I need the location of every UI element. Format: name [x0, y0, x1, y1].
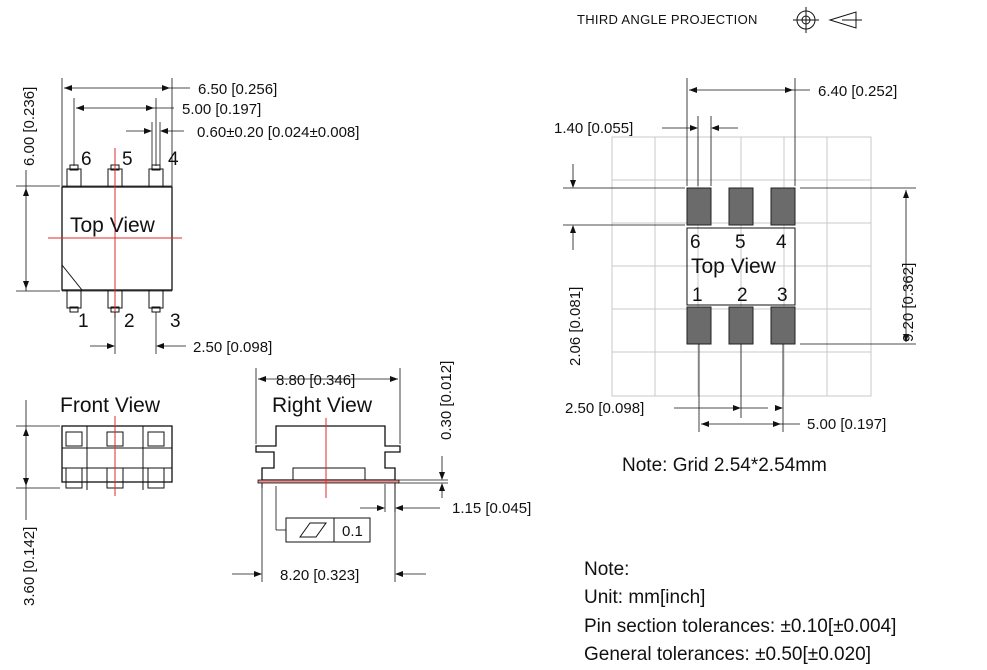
footprint-pin-1: 1: [692, 285, 703, 306]
flatness-callout: 0.1: [275, 486, 371, 543]
notes-unit: Unit: mm[inch]: [584, 587, 705, 608]
footprint-pin-5: 5: [735, 232, 746, 253]
dim-pitch: 2.50 [0.098]: [90, 312, 272, 356]
top-view-pin-2: 2: [124, 311, 135, 332]
dim-pitch-label: 2.50 [0.098]: [193, 339, 272, 356]
right-view-title: Right View: [272, 394, 373, 417]
dim-footprint-width: 6.40 [0.252]: [686, 78, 897, 186]
dim-footprint-pad-length-label: 2.06 [0.081]: [567, 287, 584, 366]
dim-pin-span-label: 5.00 [0.197]: [182, 101, 261, 118]
footprint-pin-3: 3: [777, 285, 788, 306]
dim-standoff-label: 0.30 [0.012]: [438, 361, 455, 440]
dim-lead-label: 1.15 [0.045]: [452, 500, 531, 517]
footprint-grid-note: Note: Grid 2.54*2.54mm: [622, 455, 827, 476]
top-view: Top View 6 5 4 1 2 3 6.50 [0.256] 5.00 […: [16, 78, 359, 356]
dim-pin-span: 5.00 [0.197]: [73, 98, 261, 166]
footprint: 6 5 4 Top View 1 2 3 6.40 [0.252] 1.40 […: [554, 78, 917, 476]
right-view: Right View 8.80 [0.346] 0.30 [0.012]: [232, 361, 531, 584]
front-view-title: Front View: [60, 394, 161, 417]
front-view: Front View 3.60 [0.142]: [16, 394, 173, 606]
top-view-pin-1: 1: [78, 311, 89, 332]
dim-footprint-pitch-label: 2.50 [0.098]: [565, 400, 644, 417]
dim-standoff: 0.30 [0.012]: [398, 361, 455, 498]
dim-front-height-label: 3.60 [0.142]: [21, 527, 38, 606]
footprint-pads-bottom: [686, 306, 796, 345]
dim-footprint-pad-width: 1.40 [0.055]: [554, 116, 738, 186]
third-angle-projection-icon: [793, 7, 862, 33]
dim-footprint-span-label: 5.00 [0.197]: [807, 416, 886, 433]
dim-pin-width-label: 0.60±0.20 [0.024±0.008]: [197, 124, 359, 141]
dim-footprint-pitch: 2.50 [0.098]: [565, 344, 784, 418]
dim-footprint-width-label: 6.40 [0.252]: [818, 83, 897, 100]
dim-right-top-width-label: 8.80 [0.346]: [276, 372, 355, 389]
dim-footprint-height: 9.20 [0.362]: [800, 187, 917, 345]
notes-heading: Note:: [584, 559, 629, 580]
footprint-title: Top View: [691, 255, 777, 278]
dim-body-height-label: 6.00 [0.236]: [21, 87, 38, 166]
flatness-value: 0.1: [342, 523, 363, 540]
dim-right-top-width: 8.80 [0.346]: [255, 368, 401, 444]
dim-front-height: 3.60 [0.142]: [16, 400, 60, 606]
top-view-pin-5: 5: [122, 149, 133, 170]
footprint-pin-4: 4: [776, 232, 787, 253]
pin1-chamfer: [61, 264, 83, 291]
footprint-pads-top: [686, 187, 796, 226]
dim-footprint-pad-length: 2.06 [0.081]: [563, 164, 685, 366]
dim-footprint-pad-width-label: 1.40 [0.055]: [554, 120, 633, 137]
footprint-pin-2: 2: [737, 285, 748, 306]
dim-right-bottom-width: 8.20 [0.323]: [232, 488, 426, 584]
top-view-pin-3: 3: [170, 311, 181, 332]
notes-general-tolerance: General tolerances: ±0.50[±0.020]: [584, 644, 871, 665]
notes: Note: Unit: mm[inch] Pin section toleran…: [584, 559, 896, 665]
dim-overall-width-label: 6.50 [0.256]: [198, 81, 277, 98]
projection-label: THIRD ANGLE PROJECTION: [577, 12, 758, 27]
dim-body-height: 6.00 [0.236]: [16, 87, 60, 292]
flatness-icon: [299, 522, 327, 538]
dim-pin-width: 0.60±0.20 [0.024±0.008]: [126, 122, 359, 166]
dim-footprint-span: 5.00 [0.197]: [698, 344, 886, 433]
footprint-outline: [686, 227, 796, 306]
dim-right-bottom-width-label: 8.20 [0.323]: [280, 567, 359, 584]
right-view-body: [255, 425, 401, 481]
dim-lead: 1.15 [0.045]: [360, 484, 531, 517]
top-view-pin-4: 4: [168, 149, 179, 170]
front-view-body: [61, 425, 173, 483]
notes-pin-tolerance: Pin section tolerances: ±0.10[±0.004]: [584, 616, 896, 637]
footprint-pin-6: 6: [690, 232, 701, 253]
dim-overall-width: 6.50 [0.256]: [61, 78, 277, 186]
top-view-title: Top View: [70, 214, 156, 237]
dim-footprint-height-label: 9.20 [0.362]: [900, 263, 917, 342]
top-view-pin-6: 6: [81, 149, 92, 170]
